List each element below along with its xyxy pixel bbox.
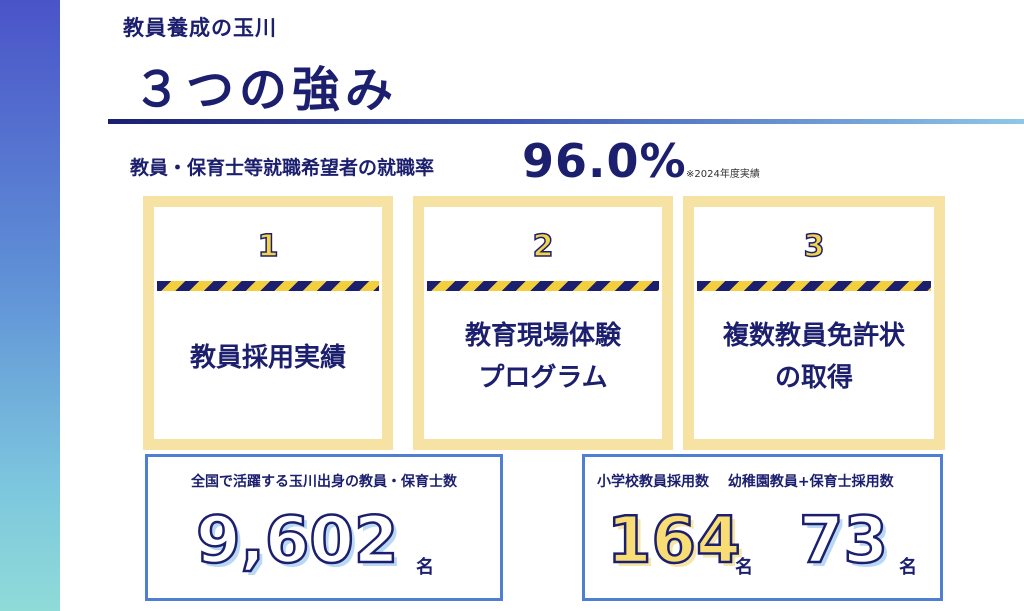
title-underline bbox=[108, 119, 1024, 124]
hiring-stat-captions: 小学校教員採用数 幼稚園教員+保育士採用数 bbox=[597, 471, 940, 491]
employment-rate-value: 96.0% bbox=[522, 134, 687, 188]
strength-label-line: 教育現場体験 bbox=[464, 321, 621, 351]
elementary-stat-value: 164 bbox=[606, 504, 742, 578]
stripe-divider bbox=[157, 281, 379, 291]
strength-number: 3 bbox=[803, 228, 825, 265]
hiring-stat-box: 小学校教員採用数 幼稚園教員+保育士採用数 164 名 73 名 bbox=[582, 454, 943, 601]
strength-label: 教育現場体験 プログラム bbox=[424, 315, 662, 399]
elementary-stat-unit: 名 bbox=[735, 557, 753, 578]
kindergarten-stat-caption: 幼稚園教員+保育士採用数 bbox=[727, 474, 894, 490]
strength-label-line: プログラム bbox=[478, 363, 608, 393]
kindergarten-stat-unit: 名 bbox=[899, 557, 917, 578]
kindergarten-stat-value: 73 bbox=[798, 504, 890, 578]
alumni-stat-box: 全国で活躍する玉川出身の教員・保育士数 9,602 名 bbox=[145, 454, 503, 601]
elementary-stat-caption: 小学校教員採用数 bbox=[597, 474, 709, 490]
alumni-stat-unit: 名 bbox=[416, 557, 434, 578]
strength-card-2: 2 教育現場体験 プログラム bbox=[413, 196, 673, 450]
alumni-stat-value: 9,602 bbox=[195, 504, 400, 578]
strength-number: 1 bbox=[257, 228, 279, 265]
strength-label-line: 複数教員免許状 bbox=[722, 321, 905, 351]
strength-label: 複数教員免許状 の取得 bbox=[694, 315, 934, 399]
strength-card-3: 3 複数教員免許状 の取得 bbox=[683, 196, 945, 450]
employment-rate-note: ※2024年度実績 bbox=[686, 169, 760, 180]
strength-label-line: 教員採用実績 bbox=[189, 343, 346, 373]
side-gradient-band bbox=[0, 0, 60, 611]
page-subtitle: 教員養成の玉川 bbox=[123, 16, 277, 40]
page-title: ３つの強み bbox=[133, 62, 399, 118]
alumni-stat-caption: 全国で活躍する玉川出身の教員・保育士数 bbox=[191, 474, 457, 490]
stripe-divider bbox=[697, 281, 931, 291]
strength-label-line: の取得 bbox=[774, 363, 853, 393]
employment-rate-label: 教員・保育士等就職希望者の就職率 bbox=[130, 157, 435, 179]
strength-card-1: 1 教員採用実績 bbox=[143, 196, 393, 450]
strength-label: 教員採用実績 bbox=[154, 337, 382, 379]
stripe-divider bbox=[427, 281, 659, 291]
strength-number: 2 bbox=[532, 228, 554, 265]
